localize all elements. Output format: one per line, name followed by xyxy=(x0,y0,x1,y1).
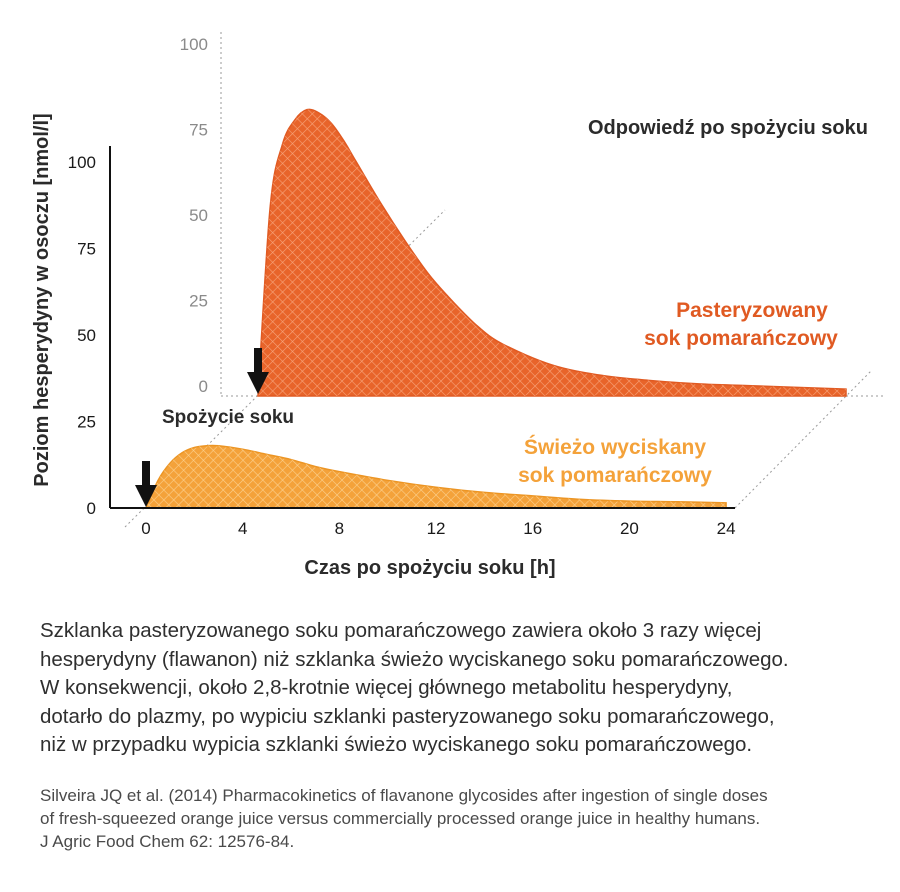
chart: 0 25 50 75 100 Odpowiedź po spożyciu soku Pa… xyxy=(31,32,885,579)
series-pasteurized xyxy=(257,108,847,397)
back-y-tick-label: 100 xyxy=(180,35,208,54)
description-line: W konsekwencji, około 2,8-krotnie więcej… xyxy=(40,676,733,699)
x-tick-label: 8 xyxy=(335,519,344,538)
x-axis-label: Czas po spożyciu soku [h] xyxy=(304,557,555,579)
front-y-tick-label: 0 xyxy=(87,499,96,518)
x-tick-label: 16 xyxy=(523,519,542,538)
front-y-tick-label: 75 xyxy=(77,240,96,259)
front-y-tick-label: 50 xyxy=(77,326,96,345)
x-tick-label: 4 xyxy=(238,519,247,538)
series-fresh-crosshatch xyxy=(146,445,727,508)
series-pasteurized-label-line1: Pasteryzowany xyxy=(676,299,828,322)
x-tick-label: 24 xyxy=(717,519,736,538)
front-y-tick-label: 100 xyxy=(68,153,96,172)
description-line: hesperydyny (flawanon) niż szklanka świe… xyxy=(40,647,789,671)
front-y-ticks: 0 25 50 75 100 xyxy=(68,153,96,518)
description-line: niż w przypadku wypicia szklanki świeżo … xyxy=(40,733,753,756)
citation-line: of fresh-squeezed orange juice versus co… xyxy=(40,809,761,828)
front-y-tick-label: 25 xyxy=(77,413,96,432)
front-intake-arrow-icon xyxy=(135,461,157,507)
description-paragraph: Szklanka pasteryzowanego soku pomarańczo… xyxy=(40,617,890,760)
description-line: Szklanka pasteryzowanego soku pomarańczo… xyxy=(40,619,762,642)
y-axis-label: Poziom hesperydyny w osoczu [nmol/l] xyxy=(31,113,53,486)
intake-annotation: Spożycie soku xyxy=(162,407,294,428)
x-tick-label: 12 xyxy=(427,519,446,538)
back-y-tick-label: 25 xyxy=(189,292,208,311)
chart-title: Odpowiedź po spożyciu soku xyxy=(588,117,868,139)
back-y-tick-label: 75 xyxy=(189,121,208,140)
back-y-ticks: 0 25 50 75 100 xyxy=(180,35,208,396)
back-y-tick-label: 50 xyxy=(189,206,208,225)
description-line: dotarło do plazmy, po wypiciu szklanki p… xyxy=(40,704,775,728)
series-fresh-label-line2: sok pomarańczowy xyxy=(518,464,712,487)
back-intake-arrow-icon xyxy=(247,348,269,394)
x-ticks: 0 4 8 12 16 20 24 xyxy=(141,519,735,538)
series-fresh xyxy=(144,444,727,509)
citation-line: Silveira JQ et al. (2014) Pharmacokineti… xyxy=(40,786,768,805)
series-pasteurized-crosshatch xyxy=(258,109,846,396)
series-pasteurized-label-line2: sok pomarańczowy xyxy=(644,327,838,350)
x-tick-label: 0 xyxy=(141,519,150,538)
citation-line: J Agric Food Chem 62: 12576-84. xyxy=(40,832,295,851)
back-y-tick-label: 0 xyxy=(199,377,208,396)
citation: Silveira JQ et al. (2014) Pharmacokineti… xyxy=(40,784,890,853)
series-fresh-label-line1: Świeżo wyciskany xyxy=(524,435,706,459)
x-tick-label: 20 xyxy=(620,519,639,538)
